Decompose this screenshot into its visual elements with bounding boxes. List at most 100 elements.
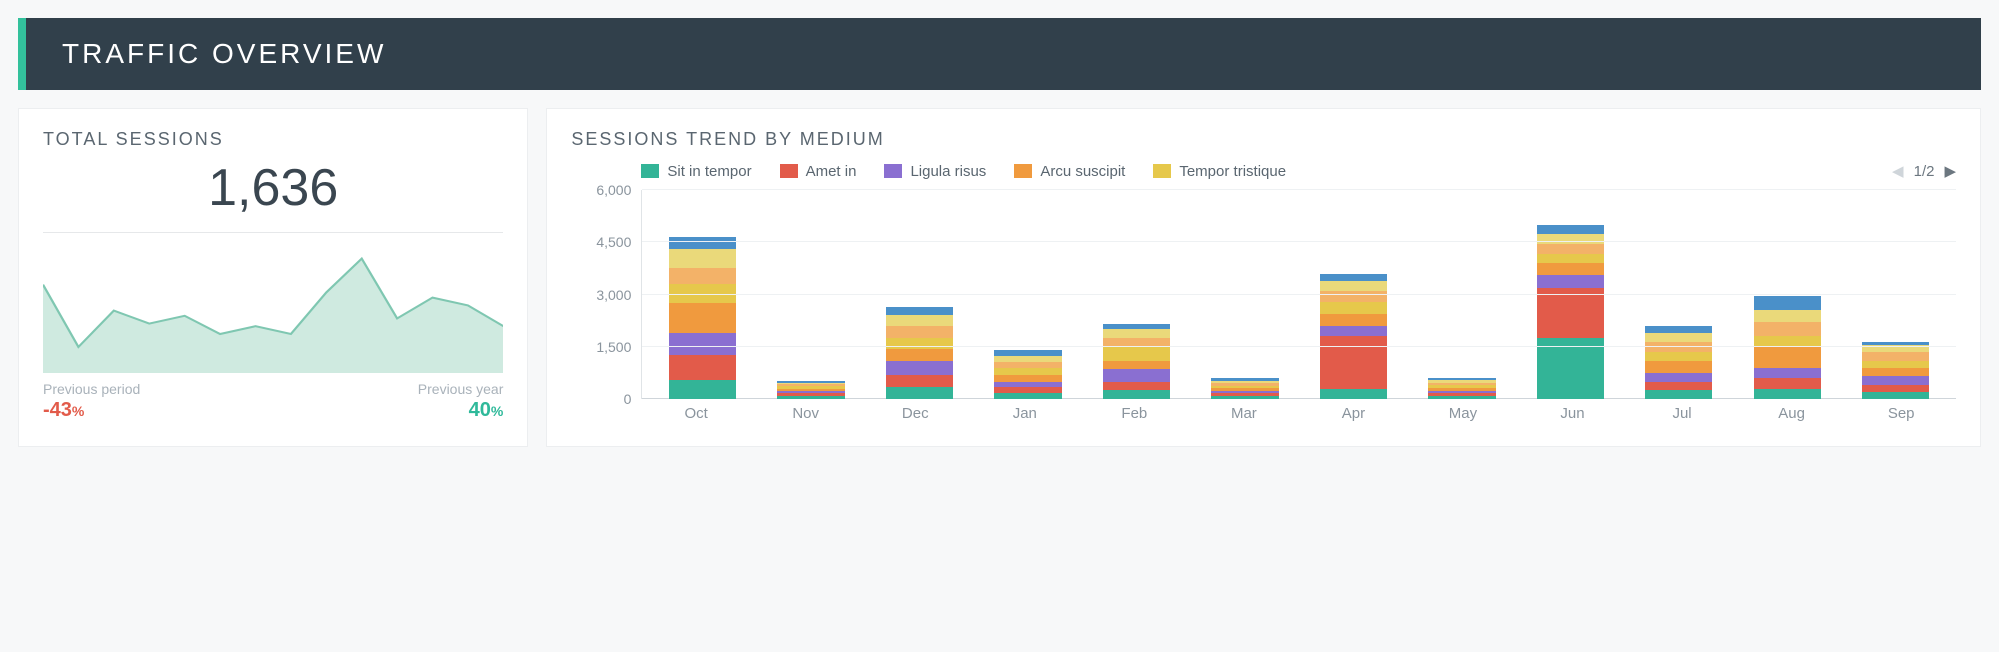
bar-segment bbox=[1537, 338, 1604, 399]
pager-next-icon[interactable]: ▶ bbox=[1944, 162, 1956, 180]
legend-swatch bbox=[780, 164, 798, 178]
bar-segment bbox=[1862, 385, 1929, 392]
stacked-bar[interactable] bbox=[777, 381, 844, 399]
legend-item[interactable]: Tempor tristique bbox=[1153, 163, 1286, 180]
bar-segment bbox=[1645, 326, 1712, 333]
stacked-bar[interactable] bbox=[886, 307, 953, 399]
bar-segment bbox=[1754, 310, 1821, 322]
legend-item[interactable]: Ligula risus bbox=[884, 163, 986, 180]
sessions-trend-card: SESSIONS TREND BY MEDIUM Sit in tempor Am… bbox=[546, 108, 1981, 447]
stacked-bar[interactable] bbox=[1862, 342, 1929, 399]
pager-text: 1/2 bbox=[1914, 163, 1935, 180]
header-title: TRAFFIC OVERVIEW bbox=[26, 38, 386, 70]
bar-segment bbox=[1645, 333, 1712, 342]
bar-column bbox=[1408, 190, 1516, 399]
bar-column bbox=[1733, 190, 1841, 399]
compare-row: Previous period -43% Previous year 40% bbox=[43, 381, 503, 422]
bar-segment bbox=[1645, 352, 1712, 361]
bar-segment bbox=[1103, 369, 1170, 381]
x-tick: Jul bbox=[1627, 405, 1737, 422]
bar-segment bbox=[1754, 378, 1821, 388]
stacked-bar[interactable] bbox=[669, 237, 736, 399]
total-sessions-title: TOTAL SESSIONS bbox=[43, 129, 503, 150]
bar-segment bbox=[669, 333, 736, 356]
stacked-bar[interactable] bbox=[1103, 324, 1170, 399]
bar-column bbox=[757, 190, 865, 399]
bar-segment bbox=[886, 338, 953, 348]
legend-item[interactable]: Arcu suscipit bbox=[1014, 163, 1125, 180]
panels-row: TOTAL SESSIONS 1,636 Previous period -43… bbox=[18, 108, 1981, 447]
prev-period-label: Previous period bbox=[43, 381, 140, 397]
sparkline-wrap bbox=[43, 232, 503, 373]
sessions-trend-title: SESSIONS TREND BY MEDIUM bbox=[571, 129, 1956, 150]
bar-segment bbox=[1537, 263, 1604, 275]
x-tick: Jun bbox=[1518, 405, 1628, 422]
legend-item[interactable]: Sit in tempor bbox=[641, 163, 751, 180]
bar-segment bbox=[669, 237, 736, 249]
x-tick: Jan bbox=[970, 405, 1080, 422]
bar-segment bbox=[1645, 342, 1712, 352]
bar-segment bbox=[1103, 382, 1170, 391]
stacked-bar[interactable] bbox=[1320, 274, 1387, 399]
bar-segment bbox=[1645, 382, 1712, 391]
bar-segment bbox=[777, 396, 844, 399]
bar-segment bbox=[669, 268, 736, 284]
x-tick: Nov bbox=[751, 405, 861, 422]
gridline bbox=[642, 294, 1956, 295]
prev-year-value: 40% bbox=[469, 399, 504, 422]
stacked-bar[interactable] bbox=[1645, 326, 1712, 399]
y-tick: 1,500 bbox=[571, 339, 631, 355]
pager-prev-icon[interactable]: ◀ bbox=[1892, 162, 1904, 180]
header-bar: TRAFFIC OVERVIEW bbox=[18, 18, 1981, 90]
stacked-bar[interactable] bbox=[1428, 378, 1495, 399]
bar-segment bbox=[1645, 390, 1712, 399]
prev-year-label: Previous year bbox=[418, 381, 504, 397]
bar-segment bbox=[1103, 361, 1170, 370]
bar-segment bbox=[1537, 234, 1604, 244]
bar-segment bbox=[994, 393, 1061, 399]
bar-segment bbox=[669, 355, 736, 379]
bar-segment bbox=[886, 361, 953, 375]
bar-segment bbox=[1754, 389, 1821, 399]
bar-segment bbox=[1320, 281, 1387, 291]
bar-segment bbox=[886, 349, 953, 361]
y-axis: 01,5003,0004,5006,000 bbox=[571, 190, 641, 399]
sparkline-chart bbox=[43, 243, 503, 373]
bar-segment bbox=[1537, 288, 1604, 339]
stacked-bar[interactable] bbox=[994, 350, 1061, 399]
bar-segment bbox=[886, 307, 953, 316]
bar-segment bbox=[1320, 314, 1387, 326]
x-tick: Sep bbox=[1846, 405, 1956, 422]
bar-segment bbox=[1320, 302, 1387, 314]
bar-segment bbox=[886, 326, 953, 338]
legend-swatch bbox=[1153, 164, 1171, 178]
bar-segment bbox=[1862, 392, 1929, 399]
bar-segment bbox=[1754, 368, 1821, 378]
bar-segment bbox=[994, 375, 1061, 382]
bar-segment bbox=[1320, 336, 1387, 388]
x-tick: Oct bbox=[641, 405, 751, 422]
y-tick: 0 bbox=[571, 391, 631, 407]
bar-segment bbox=[1862, 368, 1929, 377]
y-tick: 6,000 bbox=[571, 182, 631, 198]
bar-column bbox=[865, 190, 973, 399]
prev-year-col: Previous year 40% bbox=[418, 381, 504, 422]
bar-segment bbox=[1428, 396, 1495, 399]
bar-segment bbox=[669, 249, 736, 268]
stacked-bar[interactable] bbox=[1754, 296, 1821, 399]
bar-segment bbox=[1103, 347, 1170, 361]
bar-segment bbox=[886, 315, 953, 325]
bar-segment bbox=[1320, 326, 1387, 336]
total-sessions-value: 1,636 bbox=[43, 158, 503, 218]
x-tick: Apr bbox=[1299, 405, 1409, 422]
bar-segment bbox=[886, 387, 953, 399]
total-sessions-card: TOTAL SESSIONS 1,636 Previous period -43… bbox=[18, 108, 528, 447]
legend-item[interactable]: Amet in bbox=[780, 163, 857, 180]
header-accent bbox=[18, 18, 26, 90]
stacked-bar[interactable] bbox=[1211, 378, 1278, 399]
legend-swatch bbox=[884, 164, 902, 178]
legend-label: Ligula risus bbox=[910, 163, 986, 180]
stacked-bar[interactable] bbox=[1537, 225, 1604, 399]
bars-row bbox=[642, 190, 1956, 399]
bar-column bbox=[1842, 190, 1950, 399]
